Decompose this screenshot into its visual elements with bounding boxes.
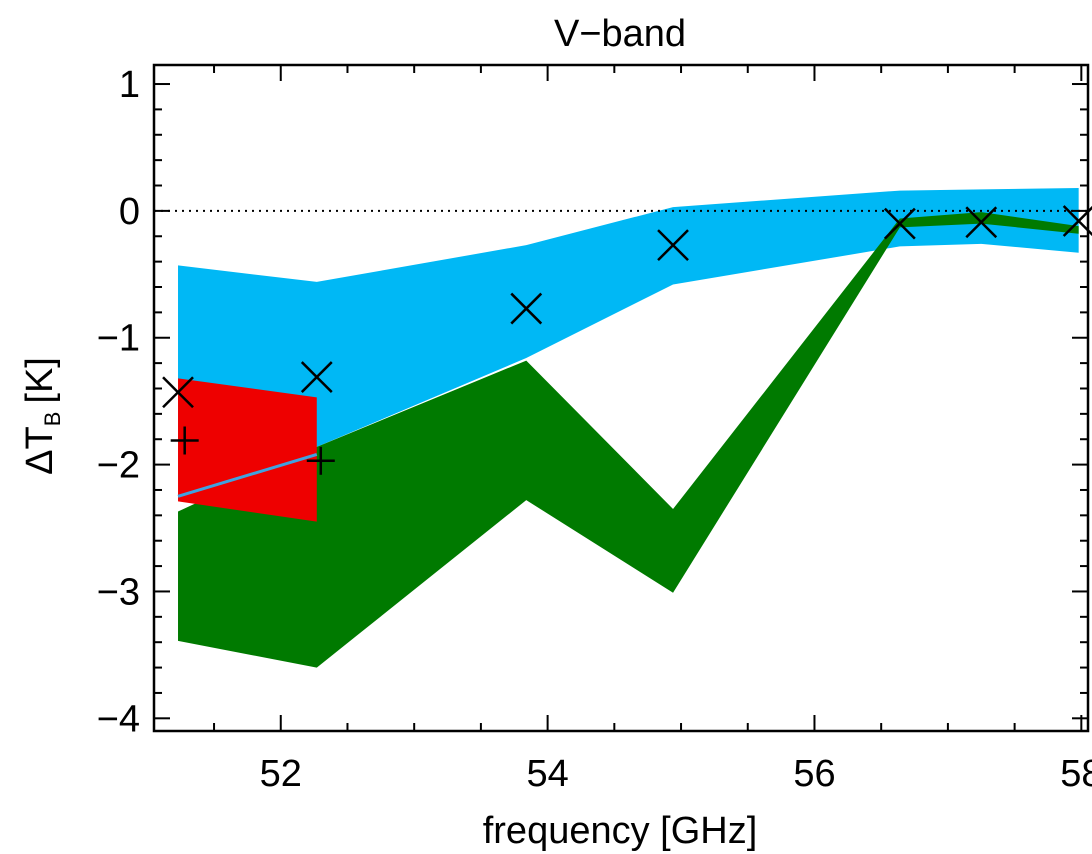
plot-frame	[152, 63, 1090, 733]
x-tick-label: 54	[526, 753, 568, 795]
y-tick-label: −3	[97, 571, 140, 613]
x-tick-label: 56	[793, 753, 835, 795]
y-tick-label: 0	[119, 191, 140, 233]
marker-x-6	[965, 206, 998, 239]
x-tick-label: 58	[1060, 753, 1092, 795]
marker-plus-1	[170, 426, 199, 455]
chart-title: V−band	[554, 13, 686, 55]
data-layer	[177, 188, 1079, 668]
y-axis-label-sub: B	[40, 412, 65, 427]
band-2	[178, 212, 1079, 668]
marker-x-stroke	[510, 292, 543, 325]
band-1	[178, 188, 1079, 480]
marker-layer	[162, 205, 1092, 475]
y-tick-label: −2	[97, 445, 140, 487]
marker-x-stroke	[965, 206, 998, 239]
y-tick-label: 1	[119, 64, 140, 106]
x-axis-label: frequency [GHz]	[483, 810, 758, 852]
y-axis-label-unit: [K]	[19, 357, 61, 403]
marker-x-stroke	[883, 207, 916, 240]
band-3	[178, 378, 317, 522]
y-tick-label: −4	[97, 698, 140, 740]
y-tick-label: −1	[97, 318, 140, 360]
marker-x-stroke	[657, 229, 689, 262]
marker-x-5	[883, 207, 916, 240]
y-axis-label-base: ΔT	[19, 426, 61, 475]
axis-layer: 52 54 56 58 −4 −3 −2 −1 0 1	[97, 63, 1092, 795]
marker-x-2	[300, 361, 333, 393]
y-axis-label: ΔTB [K]	[19, 357, 65, 475]
marker-x-3	[510, 292, 543, 325]
x-tick-label: 52	[260, 753, 302, 795]
marker-x-stroke	[300, 361, 333, 393]
marker-x-1	[162, 376, 194, 409]
marker-x-stroke	[162, 376, 194, 409]
marker-plus-2	[306, 446, 335, 475]
marker-x-4	[657, 229, 689, 262]
line-1	[177, 453, 318, 498]
